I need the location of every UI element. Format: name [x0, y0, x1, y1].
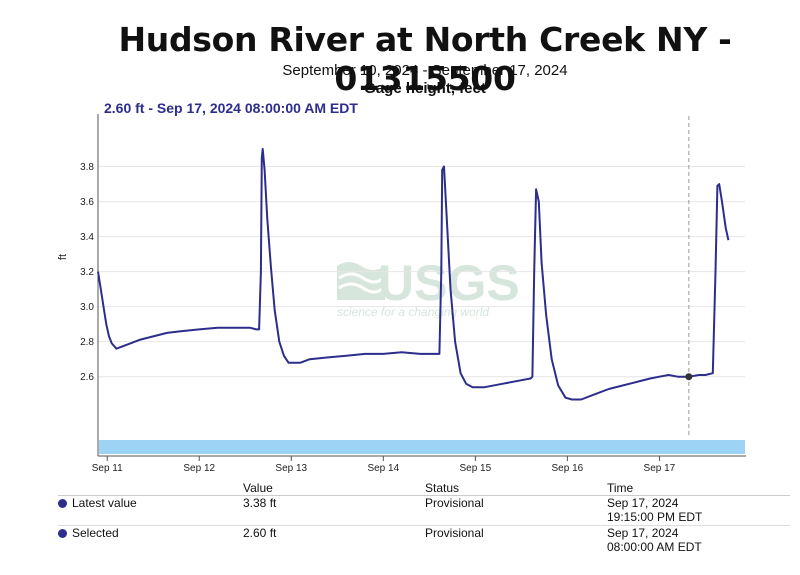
- value-header: Value: [243, 481, 273, 495]
- x-tick-label: Sep 13: [275, 463, 307, 474]
- x-tick-label: Sep 15: [459, 463, 491, 474]
- y-tick-label: 3.0: [80, 302, 94, 313]
- table-row: Selected 2.60 ft Provisional Sep 17, 202…: [58, 525, 790, 555]
- row-label: Selected: [72, 526, 119, 540]
- table-header: Value Status Time: [58, 481, 790, 496]
- row-status: Provisional: [425, 496, 484, 510]
- parameter-label: Gage height, feet: [364, 80, 486, 97]
- date-range-subtitle: September 10, 2024 - September 17, 2024: [282, 62, 568, 79]
- row-time: 08:00:00 AM EDT: [607, 540, 702, 554]
- row-value: 3.38 ft: [243, 496, 277, 510]
- row-date: Sep 17, 2024: [607, 496, 679, 510]
- x-tick-label: Sep 17: [644, 463, 676, 474]
- y-tick-label: 2.6: [80, 372, 94, 383]
- range-navigator-bar[interactable]: [99, 440, 745, 454]
- y-tick-label: 2.8: [80, 337, 94, 348]
- table-row: Latest value 3.38 ft Provisional Sep 17,…: [58, 496, 790, 525]
- row-date: Sep 17, 2024: [607, 526, 679, 540]
- x-tick-label: Sep 11: [92, 463, 123, 474]
- y-axis-ticks: 2.6 2.8 3.0 3.2 3.4 3.6 3.8: [80, 162, 94, 383]
- row-time: 19:15:00 PM EDT: [607, 510, 703, 524]
- y-tick-label: 3.4: [80, 232, 94, 243]
- y-tick-label: 3.8: [80, 162, 94, 173]
- selected-point-marker: [685, 373, 693, 381]
- selected-readout: 2.60 ft - Sep 17, 2024 08:00:00 AM EDT: [104, 100, 358, 116]
- row-value: 2.60 ft: [243, 526, 277, 540]
- x-tick-label: Sep 16: [552, 463, 584, 474]
- y-tick-label: 3.2: [80, 267, 94, 278]
- usgs-watermark: USGS science for a changing world: [337, 255, 520, 319]
- y-axis-label: ft: [57, 254, 69, 260]
- gage-height-chart[interactable]: USGS science for a changing world 2.6 2.8…: [0, 0, 800, 480]
- chart-title: Hudson River at North Creek NY - 0131550…: [118, 20, 732, 98]
- gage-height-series-line[interactable]: [97, 148, 730, 401]
- status-header: Status: [425, 481, 460, 495]
- time-header: Time: [607, 481, 634, 495]
- series-dot-icon: [58, 529, 67, 538]
- y-tick-label: 3.6: [80, 197, 94, 208]
- grid-lines: [98, 166, 745, 378]
- x-tick-label: Sep 14: [367, 463, 399, 474]
- x-tick-label: Sep 12: [183, 463, 215, 474]
- values-table: Value Status Time Latest value 3.38 ft P…: [58, 481, 790, 555]
- row-status: Provisional: [425, 526, 484, 540]
- series-dot-icon: [58, 499, 67, 508]
- row-label: Latest value: [72, 496, 137, 510]
- x-axis-ticks: Sep 11 Sep 12 Sep 13 Sep 14 Sep 15 Sep 16 Sep …: [92, 456, 676, 474]
